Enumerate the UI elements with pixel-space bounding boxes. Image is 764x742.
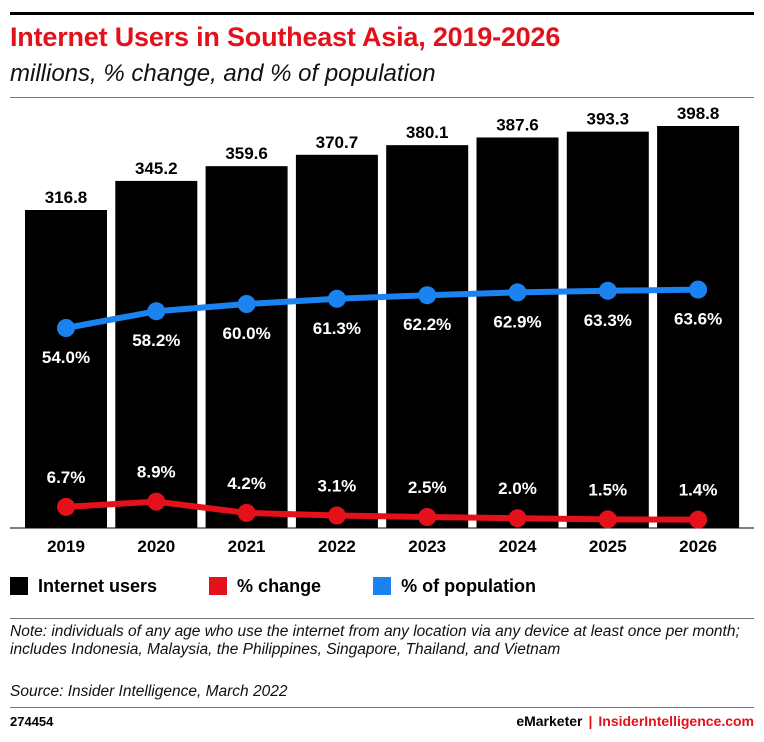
top-rule xyxy=(10,12,754,15)
point-change-2020 xyxy=(147,492,166,511)
legend-swatch-percent-change xyxy=(209,577,228,595)
legend: Internet users % change % of population xyxy=(10,575,588,597)
legend-label-internet-users: Internet users xyxy=(38,575,158,596)
legend-label-percent-change: % change xyxy=(237,575,322,596)
bar-2025 xyxy=(566,131,649,528)
point-change-2025 xyxy=(598,510,617,529)
x-tick-2023: 2023 xyxy=(408,537,446,556)
source-line: Source: Insider Intelligence, March 2022 xyxy=(10,683,288,700)
point-population-2026 xyxy=(689,280,708,299)
point-population-2020 xyxy=(147,302,166,321)
bar-2023 xyxy=(386,145,469,528)
bar-label-2026: 398.8 xyxy=(677,104,720,123)
bar-2020 xyxy=(115,180,198,528)
bar-label-2024: 387.6 xyxy=(496,115,539,134)
legend-swatch-percent-population xyxy=(373,577,392,595)
brand-separator: | xyxy=(588,713,593,729)
bar-2024 xyxy=(476,137,559,528)
label-population-2023: 62.2% xyxy=(403,315,451,334)
x-tick-2026: 2026 xyxy=(679,537,717,556)
x-tick-2019: 2019 xyxy=(47,537,85,556)
point-change-2026 xyxy=(689,510,708,529)
combo-chart: 316.8 2019 345.2 2020 359.6 2021 370.7 2022 380.… xyxy=(10,104,754,556)
chart-id: 274454 xyxy=(10,714,54,729)
label-population-2026: 63.6% xyxy=(674,310,722,329)
x-tick-2024: 2024 xyxy=(499,537,537,556)
point-change-2023 xyxy=(418,508,437,526)
bar-2026 xyxy=(657,126,740,528)
label-population-2022: 61.3% xyxy=(313,319,361,338)
label-change-2022: 3.1% xyxy=(318,477,357,496)
x-tick-2022: 2022 xyxy=(318,537,356,556)
point-change-2021 xyxy=(237,503,256,522)
bar-label-2019: 316.8 xyxy=(45,188,88,207)
bar-2022 xyxy=(295,154,378,528)
header-divider xyxy=(10,97,754,98)
label-population-2021: 60.0% xyxy=(222,324,270,343)
bar-2019 xyxy=(25,210,107,528)
bar-label-2020: 345.2 xyxy=(135,159,178,178)
point-population-2022 xyxy=(327,289,346,308)
bar-label-2021: 359.6 xyxy=(225,144,268,163)
label-change-2019: 6.7% xyxy=(47,468,86,487)
legend-swatch-internet-users xyxy=(10,577,28,595)
legend-item-internet-users: Internet users xyxy=(10,576,157,597)
label-change-2020: 8.9% xyxy=(137,463,176,482)
label-change-2026: 1.4% xyxy=(679,481,718,500)
bar-label-2025: 393.3 xyxy=(587,110,630,129)
x-tick-2020: 2020 xyxy=(137,537,175,556)
chart-title: Internet Users in Southeast Asia, 2019-2… xyxy=(10,22,561,52)
label-change-2024: 2.0% xyxy=(498,479,537,498)
label-change-2023: 2.5% xyxy=(408,478,447,497)
point-change-2022 xyxy=(327,506,346,525)
brand-insider-intelligence: InsiderIntelligence.com xyxy=(598,713,754,729)
line-percent-population xyxy=(63,286,702,331)
point-population-2025 xyxy=(598,281,617,300)
legend-label-percent-population: % of population xyxy=(401,575,537,596)
legend-item-percent-change: % change xyxy=(209,576,321,597)
label-change-2021: 4.2% xyxy=(227,474,266,493)
point-population-2023 xyxy=(418,286,437,305)
label-population-2019: 54.0% xyxy=(42,348,90,367)
brand-credit: eMarketer | InsiderIntelligence.com xyxy=(516,713,754,729)
bar-label-2023: 380.1 xyxy=(406,123,449,142)
footnote: Note: individuals of any age who use the… xyxy=(10,623,740,658)
point-change-2024 xyxy=(508,509,527,528)
x-tick-2021: 2021 xyxy=(228,537,266,556)
point-population-2021 xyxy=(237,295,256,313)
label-population-2025: 63.3% xyxy=(584,311,632,330)
brand-emarketer: eMarketer xyxy=(516,713,583,729)
line-percent-change xyxy=(63,498,702,523)
label-population-2024: 62.9% xyxy=(493,312,541,331)
legend-item-percent-population: % of population xyxy=(373,576,536,597)
chart-subtitle: millions, % change, and % of population xyxy=(10,60,436,87)
bottom-divider xyxy=(10,707,754,708)
point-population-2024 xyxy=(508,283,527,302)
x-tick-2025: 2025 xyxy=(589,537,627,556)
label-population-2020: 58.2% xyxy=(132,331,180,350)
bar-label-2022: 370.7 xyxy=(316,133,359,152)
footer-divider xyxy=(10,618,754,619)
point-population-2019 xyxy=(57,319,75,337)
label-change-2025: 1.5% xyxy=(588,480,627,499)
point-change-2019 xyxy=(57,497,75,516)
bar-2021 xyxy=(205,166,288,528)
